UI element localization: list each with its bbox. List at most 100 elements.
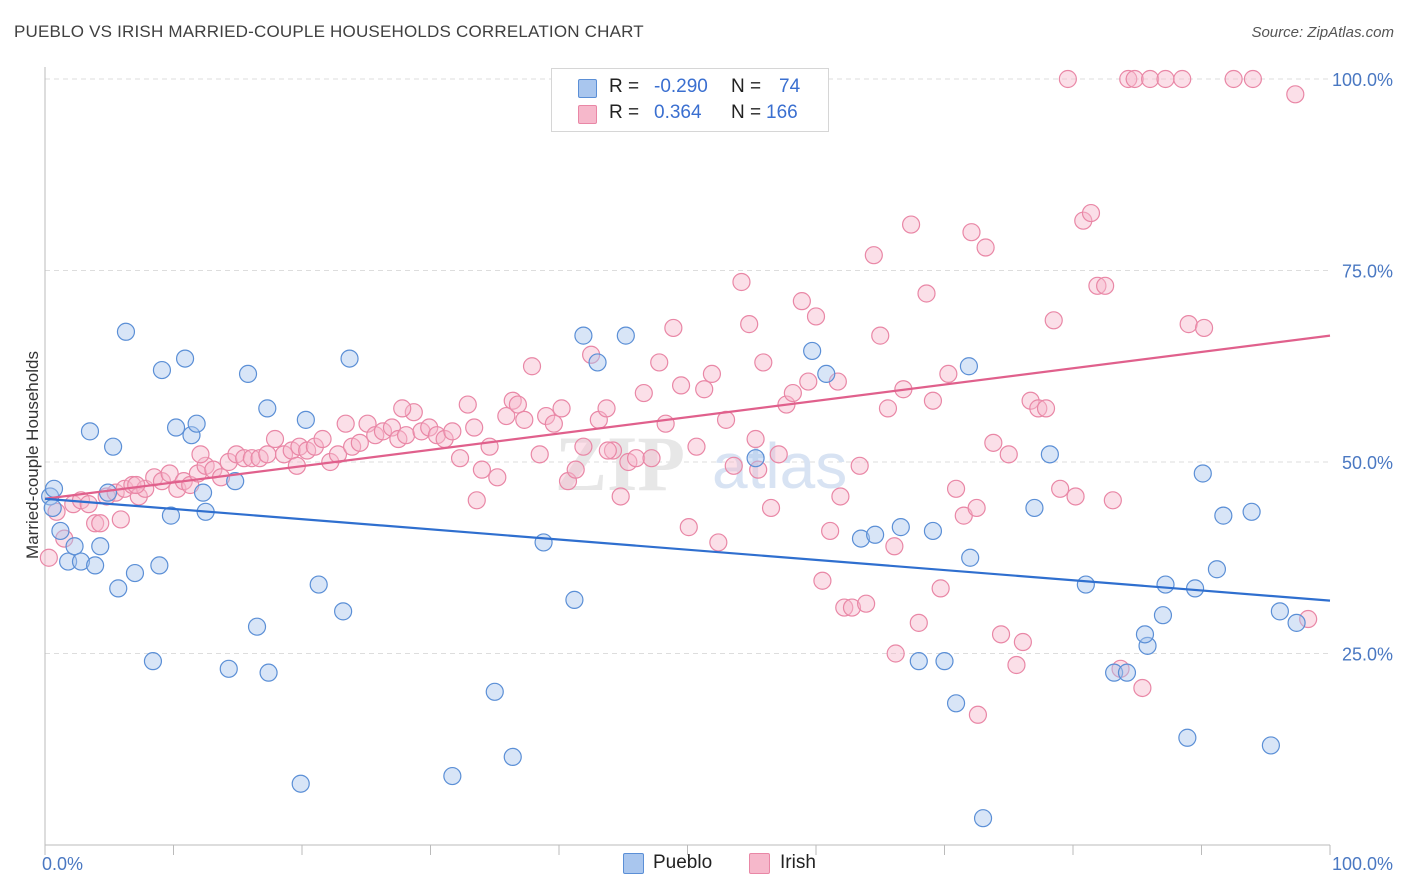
irish-point [857, 594, 876, 613]
irish-point [702, 364, 722, 384]
y-tick-label: 75.0% [1342, 262, 1393, 282]
y-tick-label: 100.0% [1332, 70, 1393, 90]
irish-points [39, 69, 1318, 724]
irish-point [242, 449, 261, 468]
irish-point [79, 495, 98, 514]
pueblo-point [1156, 575, 1175, 594]
irish-point [1066, 487, 1085, 506]
irish-point [999, 445, 1018, 464]
irish-point [931, 579, 950, 598]
irish-point [656, 414, 675, 433]
pueblo-point [1178, 728, 1197, 747]
legend-r-value: -0.290 [654, 76, 708, 97]
pueblo-point [219, 659, 238, 678]
irish-point [746, 429, 765, 449]
pueblo-point [1153, 606, 1173, 625]
irish-point [566, 460, 585, 479]
irish-point [806, 307, 826, 326]
pueblo-point [226, 472, 245, 491]
irish-point [111, 510, 130, 529]
irish-point [634, 383, 653, 403]
irish-point [885, 537, 904, 556]
irish-point [650, 353, 669, 372]
irish-point [850, 456, 869, 475]
pueblo-legend-label: Pueblo [653, 852, 713, 873]
irish-point [886, 644, 905, 663]
irish-point [642, 449, 661, 468]
irish-point [769, 445, 788, 464]
pueblo-point [334, 602, 353, 621]
irish-point [497, 406, 516, 426]
irish-point [740, 315, 759, 334]
irish-point [923, 391, 943, 410]
legend-n-label: N = [731, 76, 762, 97]
irish-point [1058, 69, 1077, 89]
irish-point [687, 437, 706, 456]
irish-point [265, 429, 285, 449]
x-tick-label: 100.0% [1332, 854, 1393, 874]
pueblo-point [935, 652, 954, 671]
legend-r-label: R = [609, 102, 640, 123]
irish-point [671, 376, 691, 395]
pueblo-point [175, 349, 195, 368]
irish-point [813, 571, 832, 590]
pueblo-points [41, 322, 1306, 828]
pueblo-point [80, 422, 100, 441]
irish-point [472, 460, 491, 479]
irish-point [1088, 276, 1107, 295]
correlation-legend: R = -0.290 N = 74 R = 0.364 N = 166 [551, 68, 829, 132]
irish-point [821, 521, 840, 541]
irish-point [1243, 69, 1263, 89]
tick-labels: 25.0% 50.0% 75.0% 100.0% 0.0% 100.0% [42, 70, 1393, 874]
irish-legend-label: Irish [780, 852, 816, 873]
irish-point [544, 414, 563, 433]
irish-point [603, 441, 623, 460]
legend-r-value: 0.364 [654, 102, 702, 123]
irish-point [761, 498, 781, 518]
pueblo-point [59, 552, 78, 571]
pueblo-swatch [578, 79, 597, 98]
irish-point [336, 414, 355, 433]
pueblo-point [1135, 625, 1155, 644]
irish-point [598, 441, 617, 460]
irish-point [1179, 315, 1198, 334]
irish-point [515, 410, 534, 429]
irish-point [626, 449, 646, 468]
pueblo-point [588, 353, 607, 372]
y-tick-label: 25.0% [1342, 645, 1393, 665]
y-axis-title: Married-couple Households [23, 351, 42, 559]
pueblo-point [1207, 560, 1227, 579]
pueblo-point [91, 537, 110, 556]
svg-text:atlas: atlas [712, 430, 847, 502]
irish-point [749, 460, 768, 479]
irish-point [522, 357, 542, 376]
pueblo-point [1076, 575, 1095, 594]
irish-point [984, 433, 1003, 452]
irish-point [968, 705, 988, 724]
irish-point [235, 449, 254, 468]
irish-point [695, 380, 714, 399]
irish-point [901, 215, 921, 234]
pueblo-point [44, 479, 64, 498]
pueblo-point [116, 322, 136, 341]
irish-point [1103, 491, 1122, 510]
legend-n-value: 166 [766, 102, 798, 123]
irish-point [878, 399, 898, 418]
irish-point [488, 468, 507, 487]
pueblo-point [258, 399, 277, 418]
irish-point [530, 445, 549, 464]
pueblo-point [534, 533, 553, 552]
irish-point [305, 437, 324, 456]
irish-point [450, 449, 470, 468]
irish-point [679, 518, 698, 537]
irish-point [1081, 203, 1101, 223]
irish-point [1051, 479, 1070, 498]
pueblo-point [193, 483, 213, 502]
irish-point [465, 418, 484, 437]
irish-point [1007, 655, 1026, 675]
irish-point [1013, 632, 1032, 652]
pueblo-point [503, 747, 522, 767]
grid-lines [45, 78, 1330, 654]
irish-point [574, 437, 593, 456]
